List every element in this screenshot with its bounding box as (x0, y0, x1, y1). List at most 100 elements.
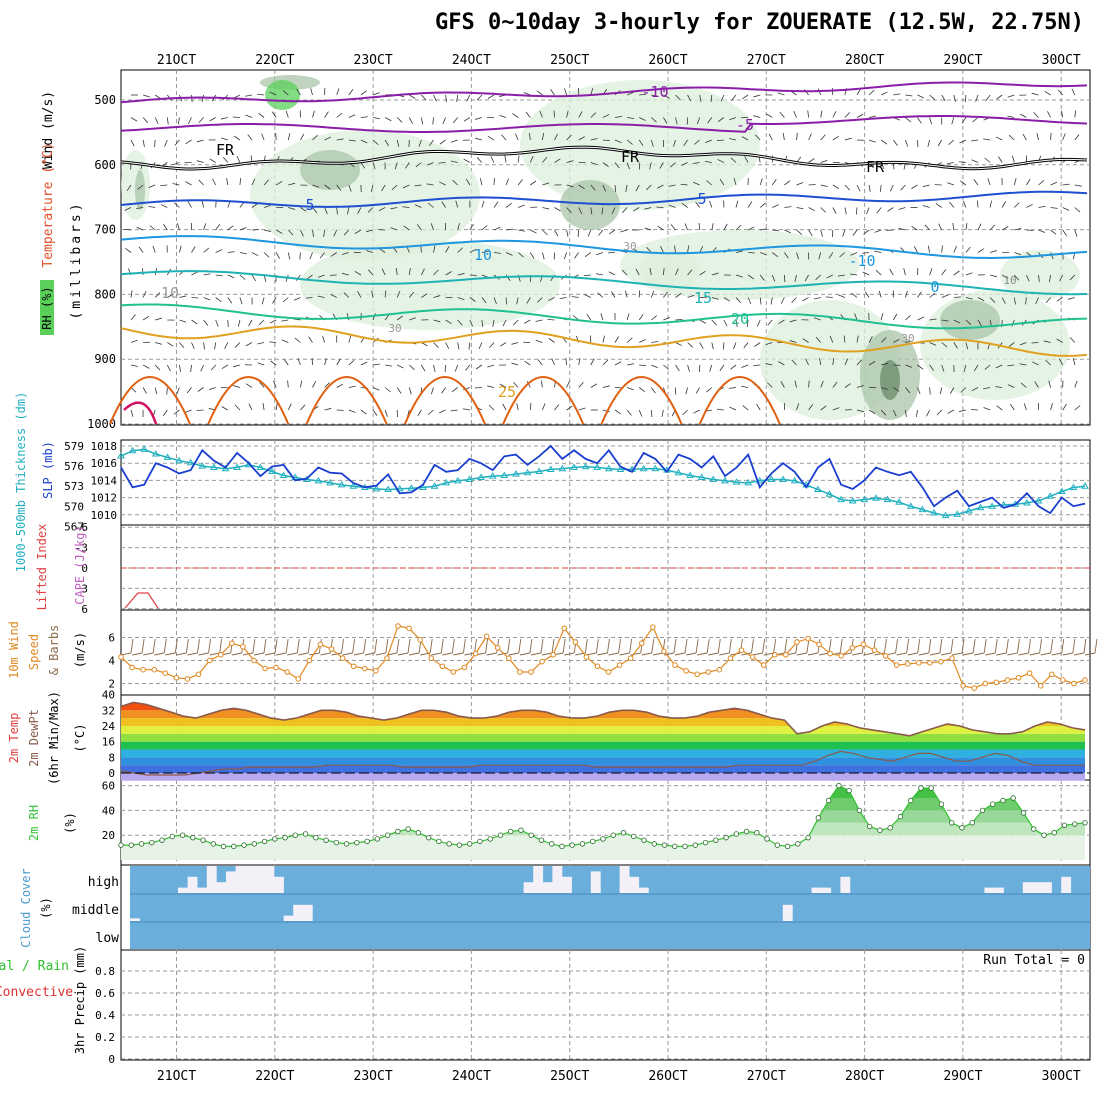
temp-band (121, 718, 1085, 726)
wind-barb (357, 207, 362, 214)
wind10-barb-flag (307, 638, 311, 654)
wind-barb (1045, 297, 1051, 304)
wind-barb (1074, 184, 1082, 187)
rh2m-point (877, 827, 883, 833)
wind10-barb-flag (673, 638, 677, 654)
wind-barb (1044, 90, 1051, 96)
rh2m-point (549, 841, 555, 847)
wind-barb (221, 406, 229, 411)
wind-barb (699, 319, 707, 324)
wind10-barb-flag (839, 638, 843, 654)
wind-barb (457, 223, 460, 231)
wind-barb (958, 161, 966, 163)
wind-barb (675, 293, 682, 298)
rh2m-point (261, 838, 268, 845)
wind-barb (719, 178, 725, 186)
wind-barb (517, 155, 520, 163)
wind-barb (542, 403, 546, 411)
wind-barb (481, 319, 484, 327)
wind-barb (130, 364, 138, 367)
rh2m-point (579, 841, 586, 847)
cloud-bar-high (264, 866, 275, 893)
rh2m-point (538, 837, 545, 843)
wind-barb (626, 387, 634, 391)
wind-barb (815, 274, 821, 281)
wind-barb (574, 252, 580, 259)
wind-barb (402, 184, 410, 189)
wind-barb (505, 178, 509, 186)
dewpt2m-line (120, 750, 1085, 776)
wind10-barb-flag (396, 638, 400, 654)
wind-barb (793, 110, 797, 118)
wind-barb (699, 246, 704, 253)
rh2m-point (425, 834, 432, 841)
wind-barb (1062, 133, 1066, 141)
wind-barb (1026, 203, 1033, 208)
isotherm-15 (120, 270, 1088, 296)
slp-tick: 1012 (91, 492, 118, 505)
wind-barb (535, 319, 543, 322)
rh2m-point (651, 841, 657, 847)
wind10-barb (198, 652, 209, 656)
wind-barb (251, 178, 256, 186)
wind10-point (1037, 683, 1044, 689)
wind-barb (1036, 133, 1039, 141)
wind-barb (300, 133, 305, 141)
wind-barb (273, 380, 277, 388)
wind-barb (1074, 207, 1081, 213)
wind-barb (926, 409, 930, 417)
wind-barb (844, 383, 851, 388)
wind10-barb (298, 652, 309, 656)
wind10-barb (652, 652, 663, 656)
contour-label: 15 (694, 289, 712, 307)
wind-barb (512, 113, 519, 118)
wind-barb (1045, 359, 1051, 366)
wind-barb (197, 387, 204, 392)
wind-barb (602, 409, 610, 413)
wind-barb (759, 297, 762, 305)
rh2m-point (774, 842, 781, 848)
wind-barb (396, 387, 402, 394)
wind-barb (221, 364, 229, 370)
wind-barb (1074, 229, 1078, 237)
wind-barb (742, 405, 749, 411)
ylabel-thickness: 1000-500mb Thickness (dm) (14, 392, 28, 573)
rh2m-point (1031, 826, 1037, 832)
rh2m-point (169, 833, 175, 840)
wind10-barb (143, 652, 154, 656)
wind10-point (273, 664, 279, 671)
temp-tick: 8 (108, 751, 115, 764)
wind10-point (838, 653, 845, 659)
wind-barb (659, 162, 664, 169)
wind-barb (639, 364, 647, 367)
wind10-point (328, 646, 335, 652)
wind-barb (559, 297, 567, 299)
wind10-point (195, 671, 202, 678)
wind-barb (360, 90, 367, 96)
wind-barb (476, 94, 483, 101)
isotherm-30-arc (502, 376, 585, 425)
wind-barb (649, 162, 652, 170)
wind10-barb-flag (485, 638, 489, 654)
wind-barb (651, 94, 659, 97)
wind-barb (941, 245, 943, 253)
wind-barb (602, 114, 610, 118)
wind-barb (179, 342, 185, 349)
thickness-tick: 567 (64, 520, 84, 533)
thickness-point (895, 498, 904, 505)
wind-barb (391, 184, 398, 190)
wind-barb (929, 364, 935, 371)
wind10-point (938, 658, 944, 665)
wind-barb (421, 117, 424, 125)
wind-barb (281, 339, 289, 343)
wind-barb (1008, 342, 1015, 348)
wind10-barb (1062, 652, 1073, 656)
wind10-barb (863, 652, 874, 656)
wind-barb (1011, 155, 1015, 163)
wind-barb (868, 336, 873, 343)
contour-label: FR (866, 158, 885, 176)
wind-barb (819, 358, 822, 366)
wind-barb (1020, 382, 1027, 388)
wind-barb (854, 313, 858, 321)
